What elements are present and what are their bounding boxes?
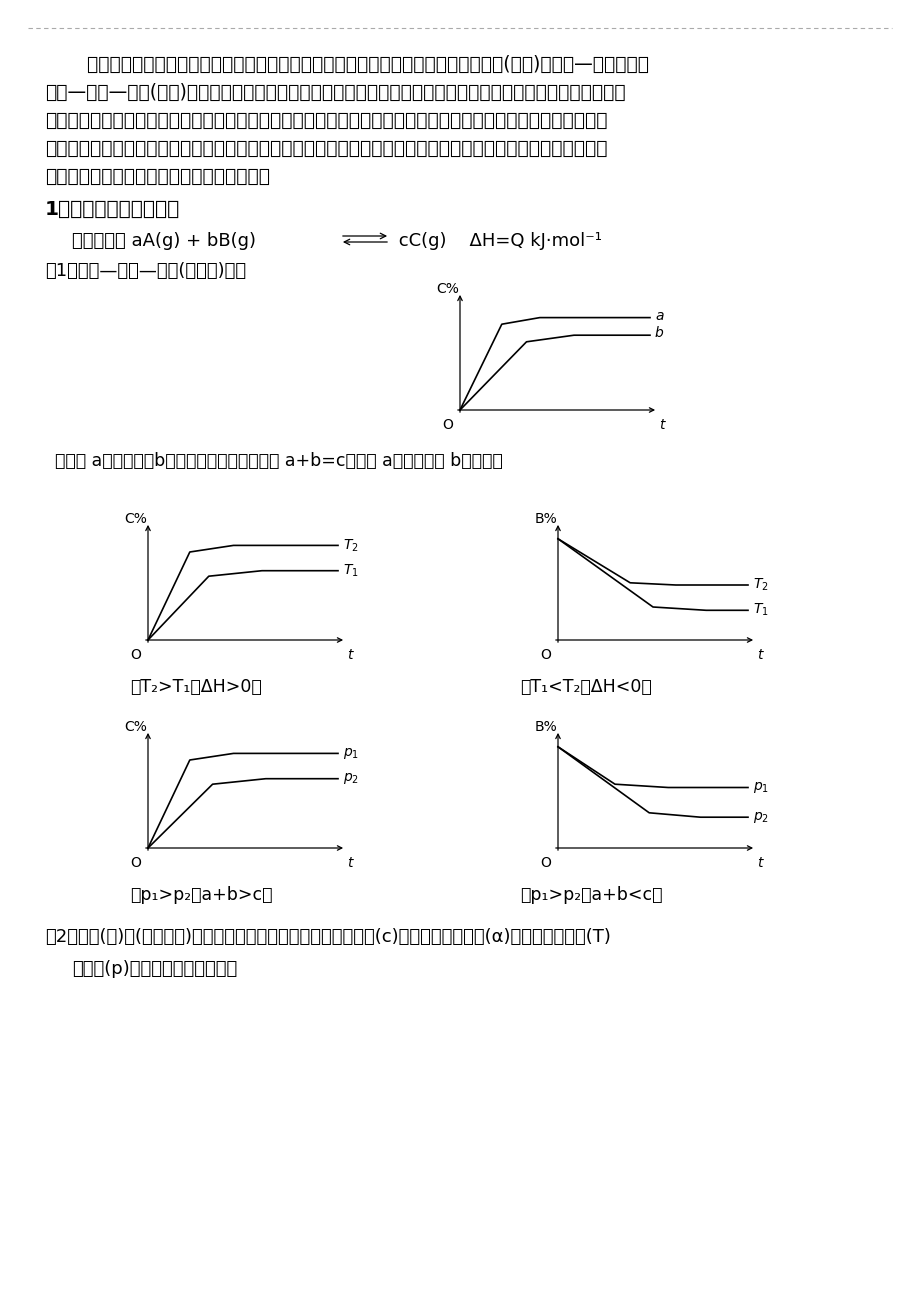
Text: （p₁>p₂，a+b>c）: （p₁>p₂，a+b>c） (130, 885, 272, 904)
Text: $p_1$: $p_1$ (343, 746, 358, 760)
Text: $p_1$: $p_1$ (752, 780, 768, 796)
Text: B%: B% (534, 512, 557, 526)
Text: （T₂>T₁，ΔH>0）: （T₂>T₁，ΔH>0） (130, 678, 262, 697)
Text: t: t (756, 648, 762, 661)
Text: 化学平衡图象类试题是高考的热点题型，该类试题经常涉及到的图象类型有物质的量(浓度)、速率—时间图象，: 化学平衡图象类试题是高考的热点题型，该类试题经常涉及到的图象类型有物质的量(浓度… (62, 55, 648, 74)
Text: 以可逆反应 aA(g) + bB(g): 以可逆反应 aA(g) + bB(g) (72, 232, 255, 250)
Text: B%: B% (534, 720, 557, 734)
Text: C%: C% (437, 283, 459, 296)
Text: 或压强(p)，常见类型如下所示：: 或压强(p)，常见类型如下所示： (72, 960, 237, 978)
Text: $T_2$: $T_2$ (752, 577, 768, 594)
Text: O: O (540, 855, 550, 870)
Text: t: t (659, 418, 664, 432)
Text: cC(g)    ΔH=Q kJ·mol⁻¹: cC(g) ΔH=Q kJ·mol⁻¹ (392, 232, 601, 250)
Text: O: O (130, 648, 142, 661)
Text: 命题形式灵活，难度不大，解题的关键是根据反应特点，明确反应条件，认真分析图象充分挖掘蕴含的信息，紧扣: 命题形式灵活，难度不大，解题的关键是根据反应特点，明确反应条件，认真分析图象充分… (45, 111, 607, 130)
Text: （曲线 a用催化剂，b不用催化剂或化学计量数 a+b=c时曲线 a的压强大于 b的压强）: （曲线 a用催化剂，b不用催化剂或化学计量数 a+b=c时曲线 a的压强大于 b… (55, 452, 502, 470)
Text: $T_2$: $T_2$ (343, 538, 358, 553)
Text: O: O (540, 648, 550, 661)
Text: 题的能力，在复习备考中应引起足够的重视。: 题的能力，在复习备考中应引起足够的重视。 (45, 167, 269, 186)
Text: 含量—时间—温度(压强)图象，恒温、恒压曲线等，图象中蕴含着丰富的信息量，具有简明、直观、形象的特点，: 含量—时间—温度(压强)图象，恒温、恒压曲线等，图象中蕴含着丰富的信息量，具有简… (45, 83, 625, 102)
Text: （2）恒压(温)线(如图所示)：该类图象的纵坐标为物质的平衡浓度(c)或反应物的转化率(α)，横坐标为温度(T): （2）恒压(温)线(如图所示)：该类图象的纵坐标为物质的平衡浓度(c)或反应物的… (45, 928, 610, 947)
Text: O: O (442, 418, 453, 432)
Text: （1）含量—时间—温度(或压强)图：: （1）含量—时间—温度(或压强)图： (45, 262, 246, 280)
Text: a: a (654, 309, 663, 323)
Text: C%: C% (124, 720, 147, 734)
Text: $T_1$: $T_1$ (752, 602, 768, 618)
Text: $T_1$: $T_1$ (343, 562, 358, 579)
Text: 1．常见的化学平衡图象: 1．常见的化学平衡图象 (45, 201, 180, 219)
Text: （p₁>p₂，a+b<c）: （p₁>p₂，a+b<c） (519, 885, 662, 904)
Text: t: t (756, 855, 762, 870)
Text: 化学原理，找准切入点解决问题。该类题型在选择题和简答题中都有涉及，能够很好地考查学生分析问题和解决问: 化学原理，找准切入点解决问题。该类题型在选择题和简答题中都有涉及，能够很好地考查… (45, 139, 607, 158)
Text: C%: C% (124, 512, 147, 526)
Text: t: t (346, 648, 352, 661)
Text: （T₁<T₂，ΔH<0）: （T₁<T₂，ΔH<0） (519, 678, 651, 697)
Text: $p_2$: $p_2$ (343, 771, 358, 786)
Text: O: O (130, 855, 142, 870)
Text: b: b (654, 327, 663, 340)
Text: $p_2$: $p_2$ (752, 810, 768, 824)
Text: t: t (346, 855, 352, 870)
